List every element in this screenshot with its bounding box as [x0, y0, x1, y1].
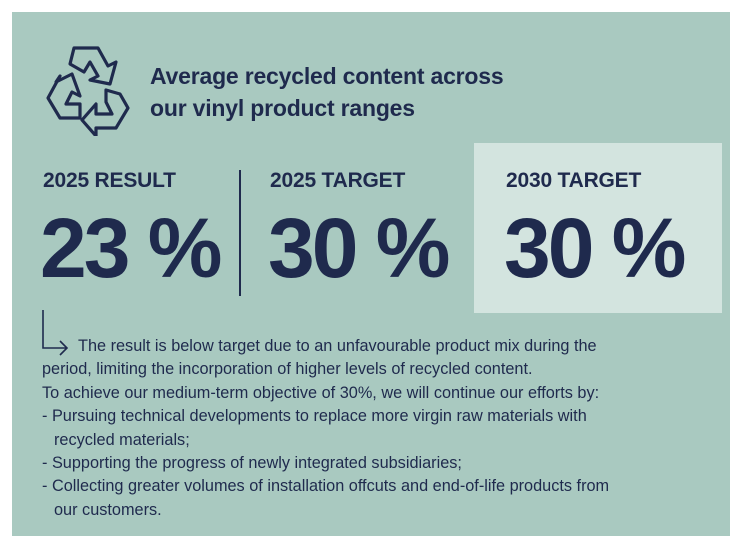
note-line: - Supporting the progress of newly integ…	[42, 454, 462, 473]
kpi-label: 2025 RESULT	[43, 169, 176, 192]
note-line: - Collecting greater volumes of installa…	[42, 477, 610, 496]
note-line: To achieve our medium-term objective of …	[42, 383, 600, 402]
note-line: - Pursuing technical developments to rep…	[42, 407, 587, 426]
divider	[239, 170, 241, 296]
note-line: period, limiting the incorporation of hi…	[42, 360, 533, 379]
kpi-label: 2025 TARGET	[270, 169, 406, 192]
highlight-box	[474, 143, 722, 313]
title-line: our vinyl product ranges	[150, 95, 415, 121]
note-line: recycled materials;	[54, 430, 190, 449]
kpi-value: 30 %	[268, 201, 450, 295]
kpi-label: 2030 TARGET	[506, 169, 642, 192]
title-line: Average recycled content across	[150, 63, 504, 89]
kpi-value: 23 %	[40, 201, 222, 295]
recycle-icon	[46, 46, 130, 136]
arrow-icon	[42, 310, 69, 356]
panel: Average recycled content across our viny…	[12, 12, 730, 536]
note: The result is below target due to an unf…	[42, 335, 609, 522]
note-line: our customers.	[54, 500, 162, 519]
title: Average recycled content across our viny…	[150, 60, 504, 124]
note-line: The result is below target due to an unf…	[78, 337, 597, 355]
kpi-value: 30 %	[504, 201, 686, 295]
